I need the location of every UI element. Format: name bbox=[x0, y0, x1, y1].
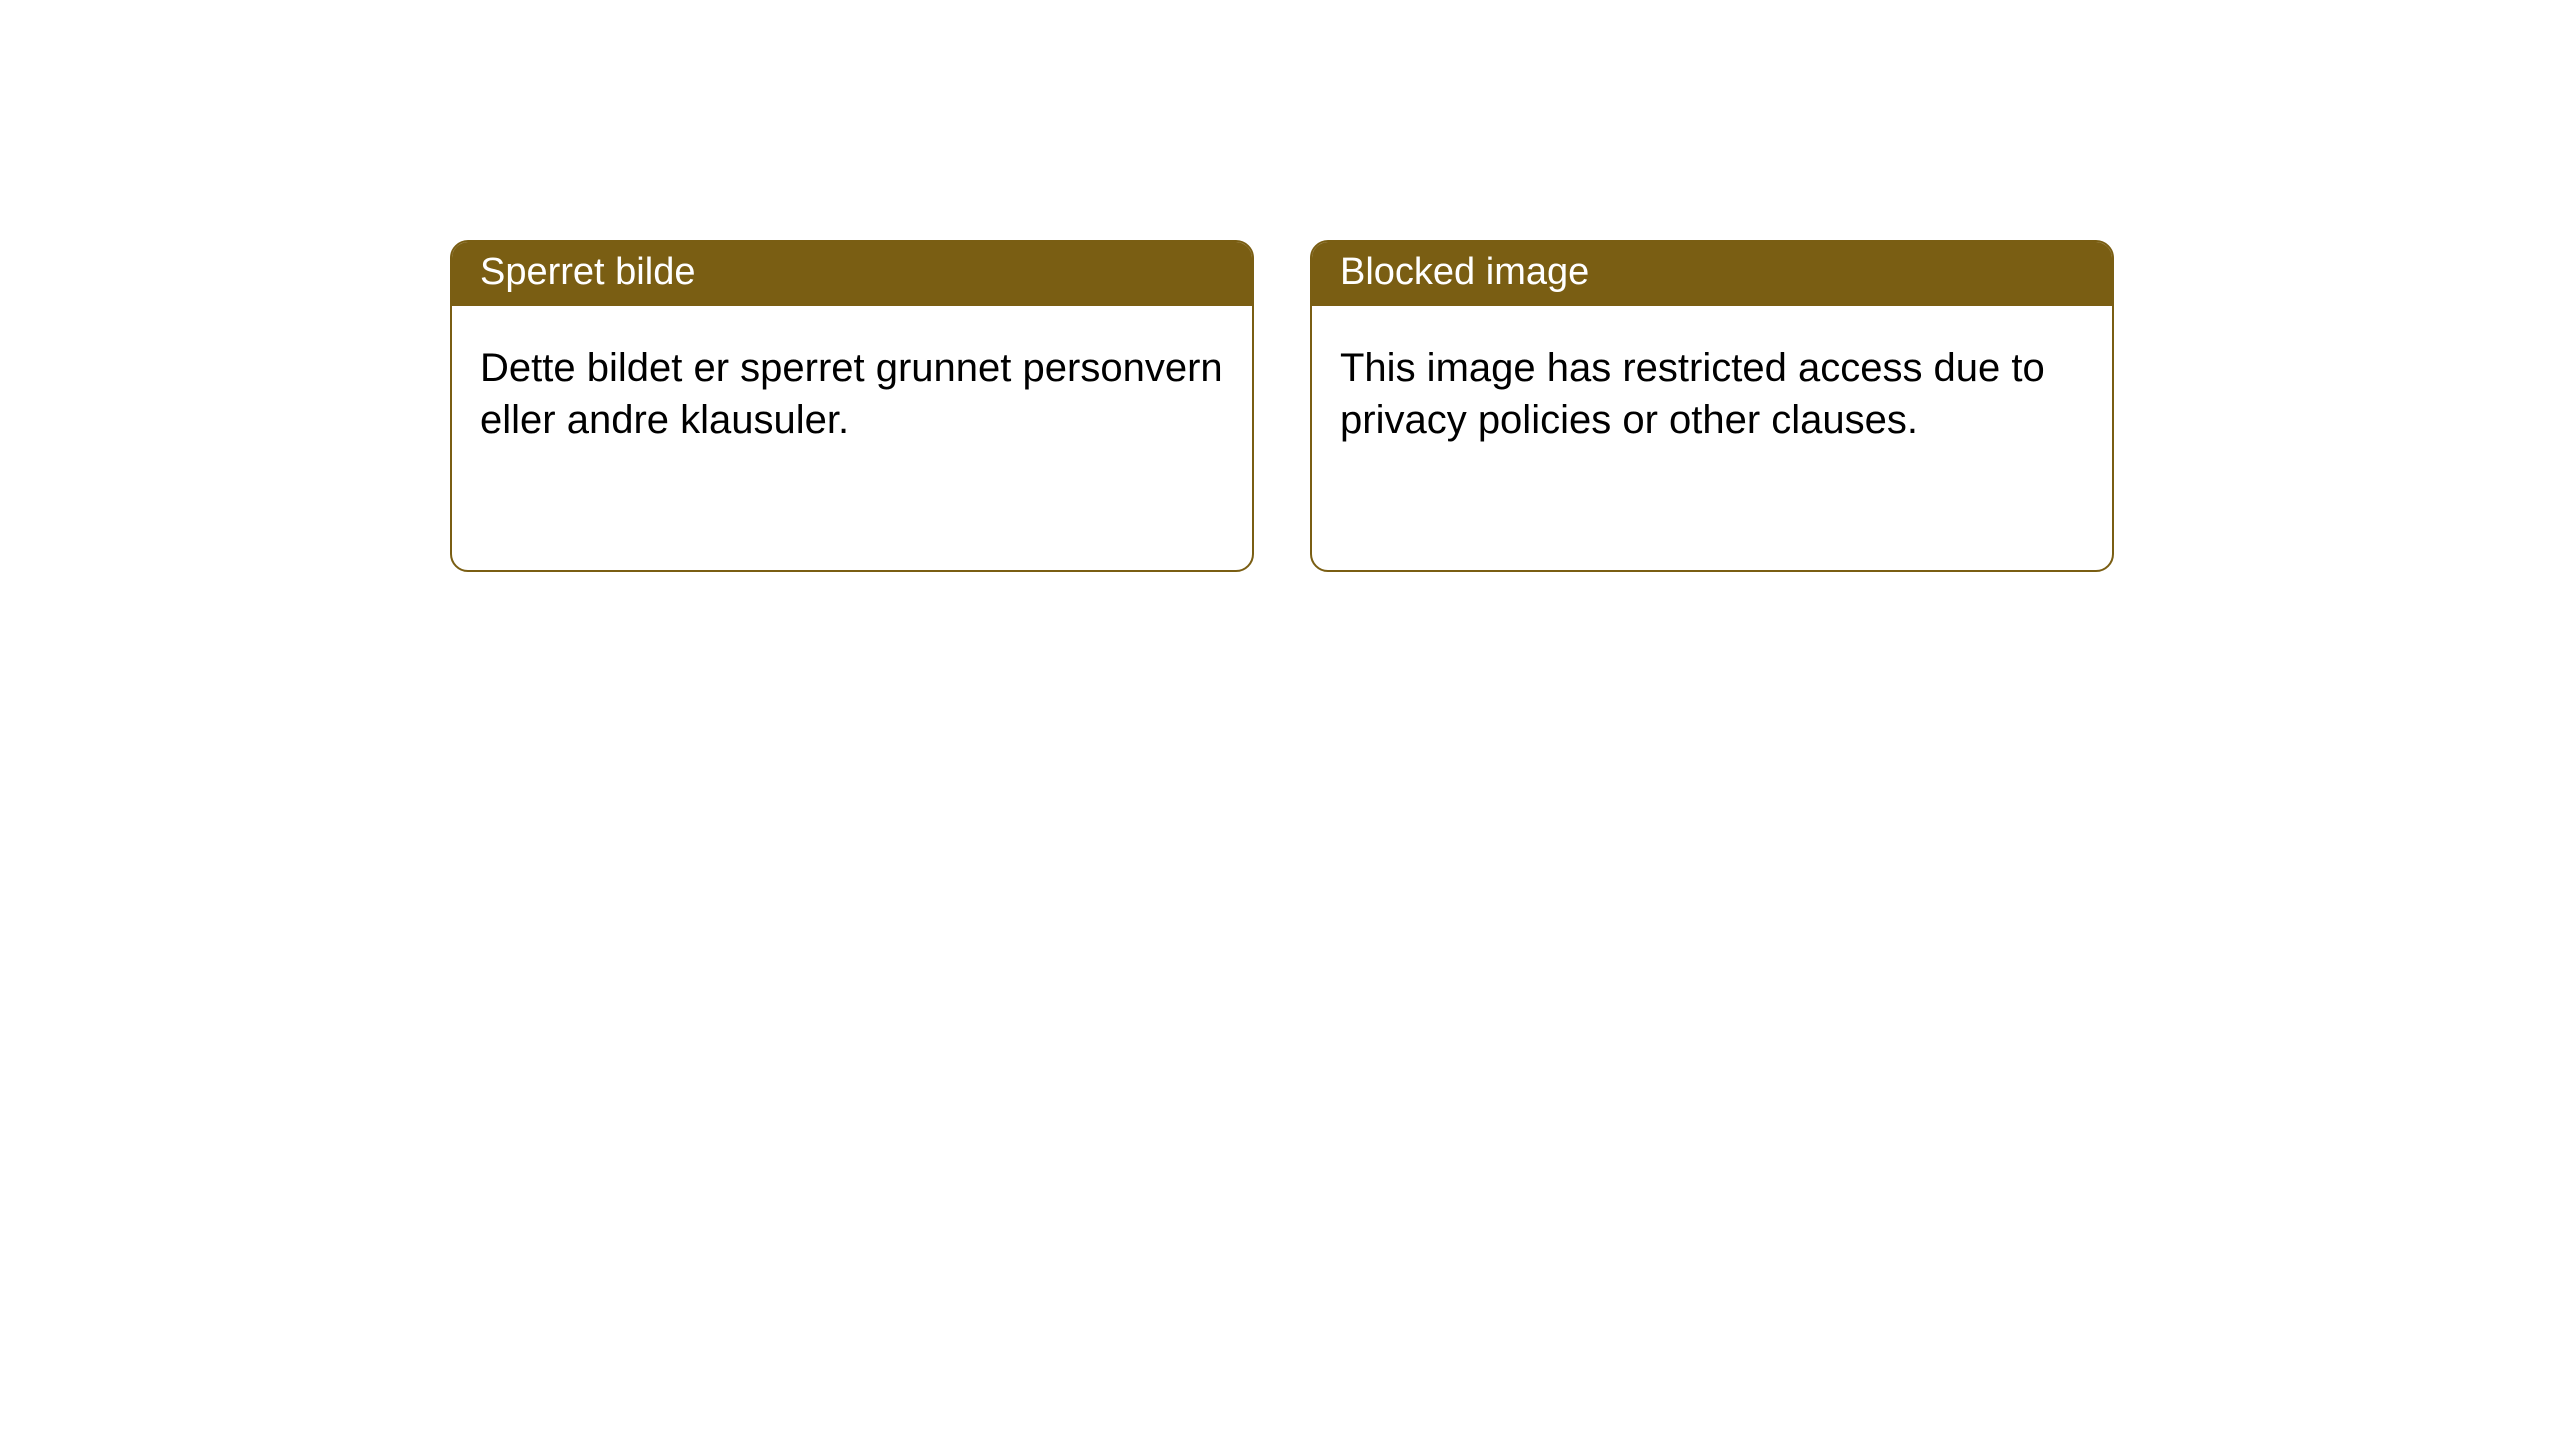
notice-card-english: Blocked image This image has restricted … bbox=[1310, 240, 2114, 572]
notice-title: Blocked image bbox=[1340, 251, 1589, 293]
notice-body: This image has restricted access due to … bbox=[1312, 306, 2112, 474]
notice-container: Sperret bilde Dette bildet er sperret gr… bbox=[0, 0, 2560, 572]
notice-body-text: Dette bildet er sperret grunnet personve… bbox=[480, 346, 1223, 442]
notice-header: Blocked image bbox=[1312, 242, 2112, 306]
notice-body-text: This image has restricted access due to … bbox=[1340, 346, 2045, 442]
notice-card-norwegian: Sperret bilde Dette bildet er sperret gr… bbox=[450, 240, 1254, 572]
notice-title: Sperret bilde bbox=[480, 251, 695, 293]
notice-body: Dette bildet er sperret grunnet personve… bbox=[452, 306, 1252, 474]
notice-header: Sperret bilde bbox=[452, 242, 1252, 306]
